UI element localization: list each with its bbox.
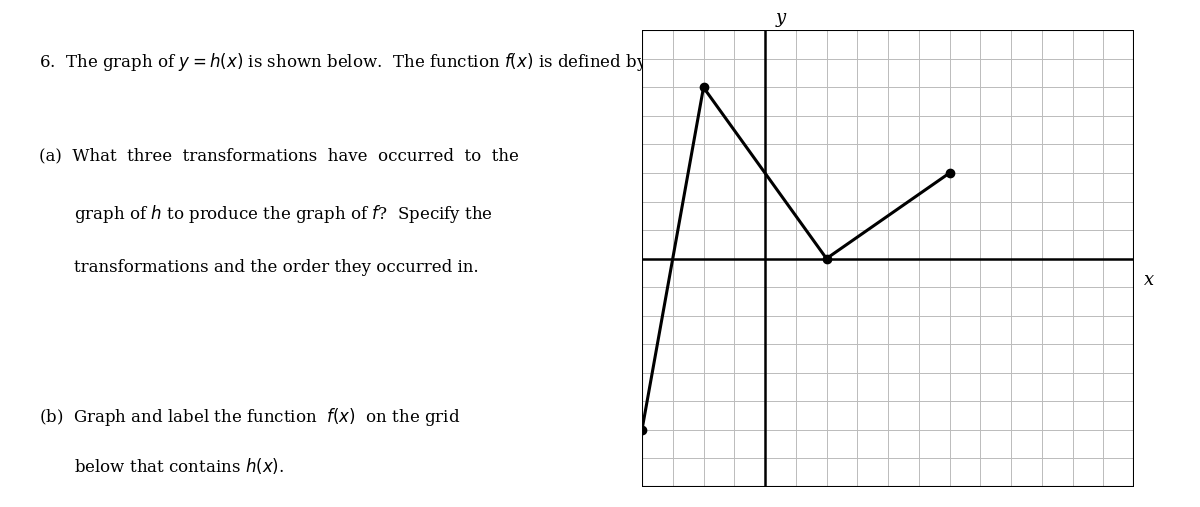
Text: 6.  The graph of $y=h(x)$ is shown below.  The function $f\left(x\right)$ is def: 6. The graph of $y=h(x)$ is shown below.… xyxy=(38,46,803,81)
Text: (b)  Graph and label the function  $f\left(x\right)$  on the grid: (b) Graph and label the function $f\left… xyxy=(38,406,460,427)
Text: below that contains $h(x)$.: below that contains $h(x)$. xyxy=(74,456,284,476)
Text: graph of $h$ to produce the graph of $f$?  Specify the: graph of $h$ to produce the graph of $f$… xyxy=(74,203,493,225)
Text: x: x xyxy=(1145,271,1154,289)
Text: (a)  What  three  transformations  have  occurred  to  the: (a) What three transformations have occu… xyxy=(38,147,518,164)
Text: transformations and the order they occurred in.: transformations and the order they occur… xyxy=(74,259,479,276)
Text: y: y xyxy=(775,9,786,26)
